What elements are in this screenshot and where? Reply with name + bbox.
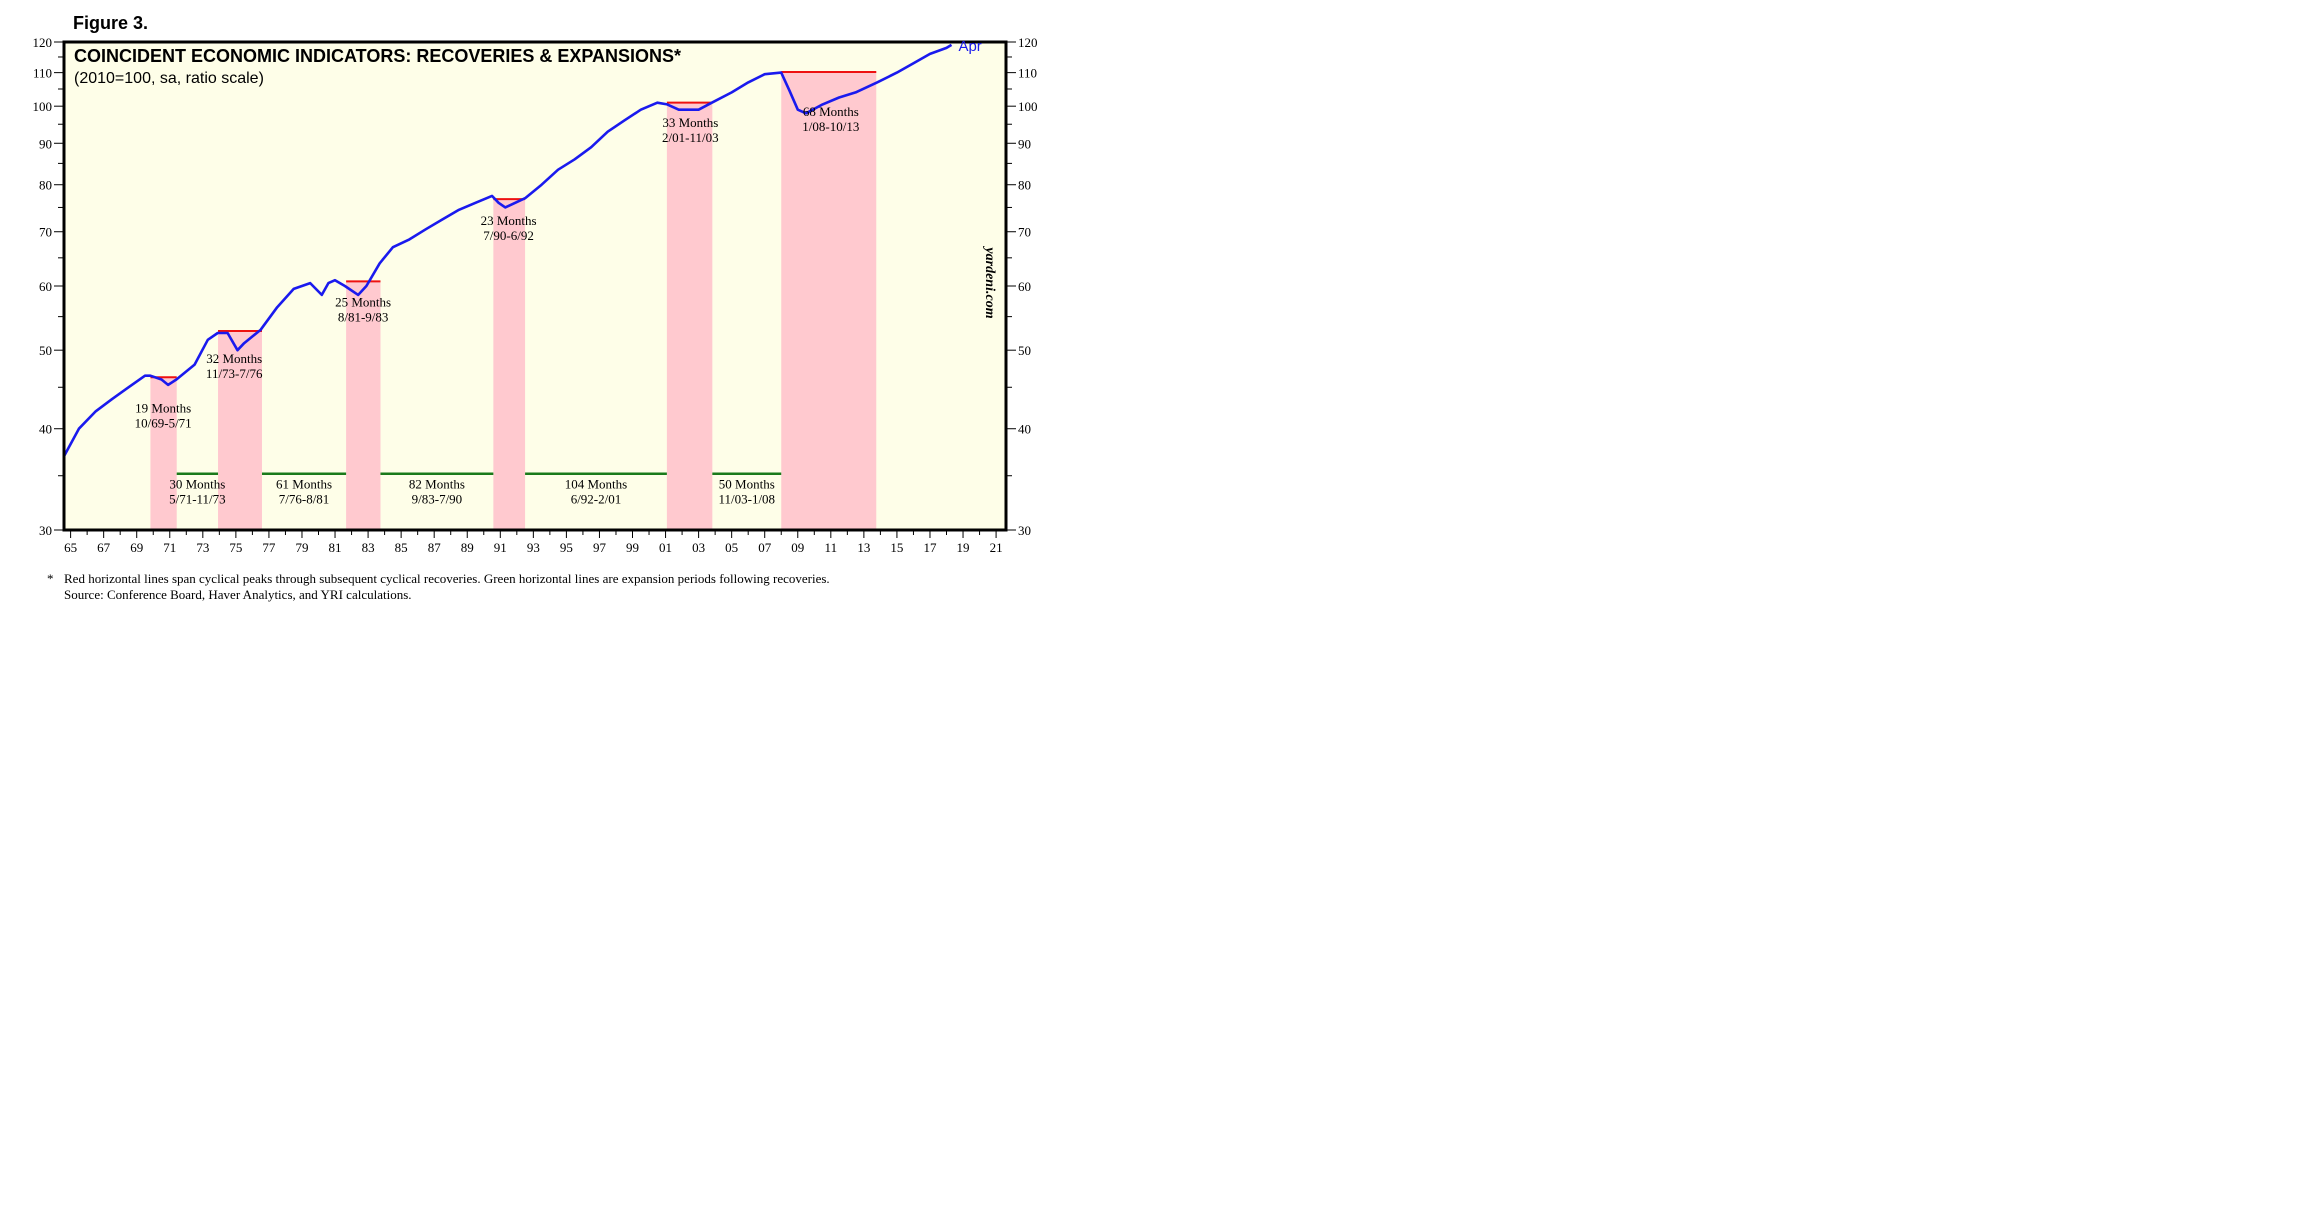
- chart-title: COINCIDENT ECONOMIC INDICATORS: RECOVERI…: [74, 46, 681, 66]
- y-tick-label: 30: [1018, 523, 1031, 538]
- x-tick-label: 85: [395, 540, 408, 555]
- recovery-shades: [150, 71, 877, 531]
- y-tick-label: 70: [39, 225, 52, 240]
- y-tick-label: 90: [1018, 136, 1031, 151]
- y-tick-label: 50: [1018, 343, 1031, 358]
- y-tick-label: 80: [1018, 178, 1031, 193]
- y-tick-label: 120: [1018, 35, 1038, 50]
- expansion-label-dates: 5/71-11/73: [169, 492, 226, 507]
- expansion-label-dates: 6/92-2/01: [571, 492, 622, 507]
- x-tick-label: 65: [64, 540, 77, 555]
- series-line: [62, 43, 953, 457]
- y-tick-label: 120: [33, 35, 53, 50]
- recovery-shade: [150, 377, 177, 530]
- recovery-label-dates: 8/81-9/83: [338, 310, 389, 325]
- figure-label: Figure 3.: [73, 13, 148, 33]
- x-tick-label: 73: [196, 540, 209, 555]
- y-tick-label: 40: [1018, 422, 1031, 437]
- x-tick-label: 05: [725, 540, 738, 555]
- recovery-label-months: 25 Months: [335, 295, 391, 310]
- x-tick-label: 67: [97, 540, 111, 555]
- x-tick-label: 19: [957, 540, 970, 555]
- y-axis-right: 30 40 50 60 70 80 90 100 110 120: [1006, 35, 1038, 538]
- x-tick-label: 21: [990, 540, 1003, 555]
- y-tick-label: 80: [39, 178, 52, 193]
- footnote-marker: *: [47, 571, 54, 586]
- end-label: Apr: [958, 38, 981, 55]
- y-tick-label: 90: [39, 136, 52, 151]
- recovery-label-months: 68 Months: [803, 104, 859, 119]
- x-tick-label: 87: [428, 540, 442, 555]
- x-tick-label: 99: [626, 540, 639, 555]
- watermark: yardeni.com: [982, 245, 997, 318]
- recovery-shade: [346, 281, 381, 530]
- x-tick-label: 75: [229, 540, 242, 555]
- recovery-label-dates: 2/01-11/03: [662, 130, 719, 145]
- expansion-label-dates: 7/76-8/81: [279, 492, 330, 507]
- y-tick-label: 60: [39, 279, 52, 294]
- x-tick-label: 07: [758, 540, 772, 555]
- y-tick-label: 40: [39, 422, 52, 437]
- y-tick-label: 110: [1018, 66, 1037, 81]
- x-tick-label: 15: [890, 540, 903, 555]
- recovery-shade: [781, 71, 877, 530]
- x-tick-label: 77: [262, 540, 276, 555]
- y-tick-label: 30: [39, 523, 52, 538]
- footnote-line1: Red horizontal lines span cyclical peaks…: [64, 571, 830, 586]
- y-tick-label: 100: [1018, 99, 1038, 114]
- y-tick-label: 60: [1018, 279, 1031, 294]
- expansion-label-months: 82 Months: [409, 477, 465, 492]
- expansion-label-dates: 11/03-1/08: [718, 492, 775, 507]
- expansion-label-months: 50 Months: [719, 477, 775, 492]
- x-axis: 65 67 69 71 73 75 77 79 81 83 85 87 89 91 93 95 97 99 01 03…: [64, 530, 1003, 555]
- footnote-line2: Source: Conference Board, Haver Analytic…: [64, 587, 412, 602]
- recovery-shade: [218, 330, 262, 530]
- expansion-label-dates: 9/83-7/90: [412, 492, 463, 507]
- x-tick-label: 97: [593, 540, 607, 555]
- x-tick-label: 83: [362, 540, 375, 555]
- x-tick-label: 09: [791, 540, 804, 555]
- x-tick-label: 81: [329, 540, 342, 555]
- recovery-label-months: 33 Months: [662, 115, 718, 130]
- x-tick-label: 95: [560, 540, 573, 555]
- expansion-label-months: 30 Months: [169, 477, 225, 492]
- recovery-label-months: 19 Months: [135, 400, 191, 415]
- x-tick-label: 01: [659, 540, 672, 555]
- expansion-label-months: 104 Months: [565, 477, 627, 492]
- recovery-shade: [666, 102, 713, 530]
- x-tick-label: 89: [461, 540, 474, 555]
- x-tick-label: 03: [692, 540, 705, 555]
- x-tick-label: 79: [295, 540, 308, 555]
- x-tick-label: 71: [163, 540, 176, 555]
- expansion-label-months: 61 Months: [276, 477, 332, 492]
- x-tick-label: 13: [857, 540, 870, 555]
- x-tick-label: 11: [825, 540, 838, 555]
- y-tick-label: 70: [1018, 225, 1031, 240]
- recovery-label-months: 32 Months: [206, 351, 262, 366]
- x-tick-label: 93: [527, 540, 540, 555]
- recovery-label-dates: 1/08-10/13: [802, 119, 859, 134]
- y-tick-label: 100: [33, 99, 53, 114]
- y-tick-label: 110: [33, 66, 52, 81]
- recovery-label-dates: 11/73-7/76: [206, 366, 263, 381]
- chart-subtitle: (2010=100, sa, ratio scale): [74, 70, 264, 87]
- recovery-shade: [493, 199, 526, 531]
- x-tick-label: 69: [130, 540, 143, 555]
- recovery-label-months: 23 Months: [481, 213, 537, 228]
- x-tick-label: 17: [923, 540, 937, 555]
- y-axis-left: 30 40 50 60 70 80 90 100 110 120: [33, 35, 64, 538]
- recovery-label-dates: 7/90-6/92: [483, 228, 534, 243]
- x-tick-label: 91: [494, 540, 507, 555]
- y-tick-label: 50: [39, 343, 52, 358]
- recovery-label-dates: 10/69-5/71: [135, 415, 192, 430]
